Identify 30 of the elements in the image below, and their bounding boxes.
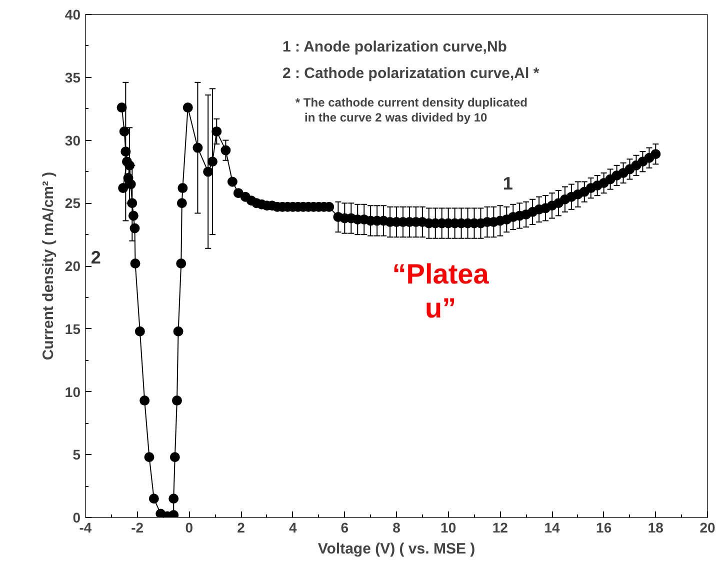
x-tick-label: 14	[544, 520, 560, 536]
annotation: 1	[502, 174, 513, 194]
x-tick-label: 6	[340, 520, 349, 536]
y-tick-label: 40	[64, 6, 81, 22]
y-axis-title: Current density ( mA/cm² )	[40, 172, 57, 360]
annotation: * The cathode current density duplicated in the curve 2 was divided by 10	[295, 96, 528, 125]
x-tick-label: 2	[237, 520, 246, 536]
x-tick-label: 18	[648, 520, 664, 536]
y-tick-label: 25	[64, 195, 81, 212]
x-axis-title: Voltage (V) ( vs. MSE )	[318, 540, 476, 558]
x-tick-label: -4	[79, 520, 92, 536]
x-tick-label: 10	[440, 520, 456, 536]
y-tick-label: 35	[64, 69, 81, 86]
annotation: 2	[90, 248, 101, 268]
x-tick-label: -2	[131, 520, 144, 536]
x-tick-label: 4	[288, 520, 297, 536]
y-tick-label: 30	[64, 132, 81, 148]
y-tick-label: 15	[64, 320, 81, 337]
y-tick-label: 10	[64, 384, 81, 400]
x-tick-label: 16	[596, 520, 612, 536]
x-tick-label: 12	[492, 520, 508, 536]
y-tick-label: 5	[72, 446, 81, 463]
annotation: 2 : Cathode polarizatation curve,Al *	[282, 65, 540, 82]
x-tick-label: 0	[185, 520, 194, 536]
x-tick-label: 8	[392, 520, 401, 536]
annotation: 1 : Anode polarization curve,Nb	[282, 38, 507, 56]
annotation: “Platea u”	[392, 258, 490, 324]
y-tick-label: 0	[72, 510, 81, 526]
x-tick-label: 20	[700, 520, 716, 536]
y-tick-label: 20	[64, 258, 81, 274]
